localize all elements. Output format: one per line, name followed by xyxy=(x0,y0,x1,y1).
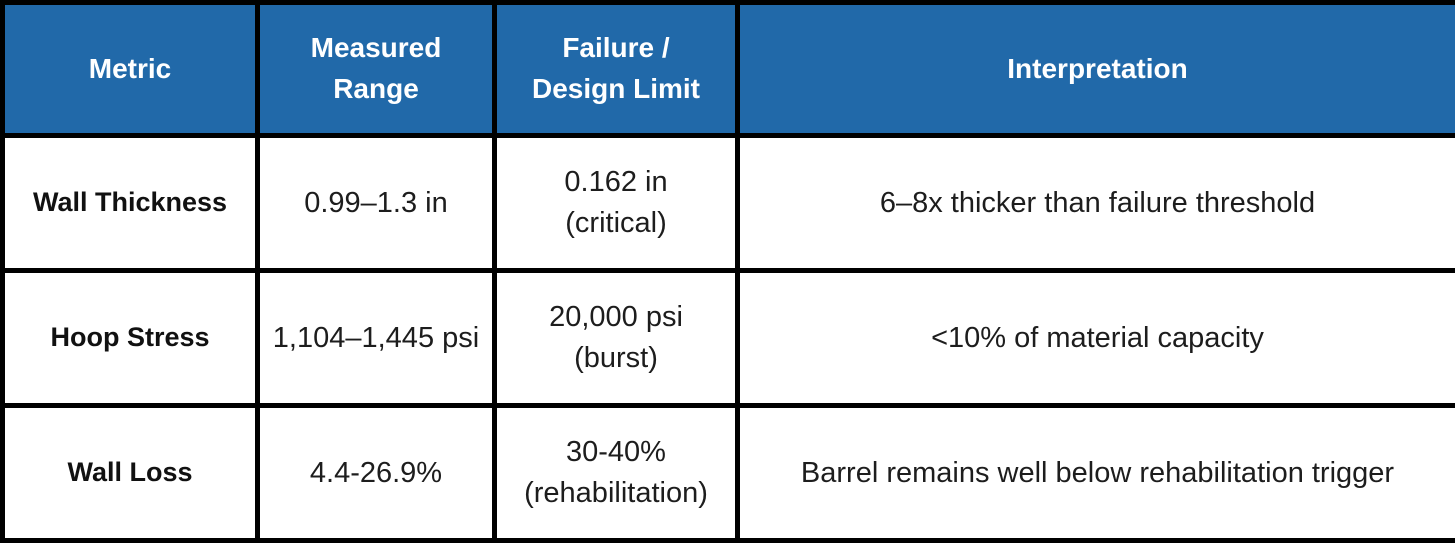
metric-cell: Hoop Stress xyxy=(3,271,258,406)
table-row-hoop-stress: Hoop Stress 1,104–1,445 psi 20,000 psi (… xyxy=(3,271,1455,406)
table-row-wall-thickness: Wall Thickness 0.99–1.3 in 0.162 in (cri… xyxy=(3,136,1455,271)
table-header-row: Metric Measured Range Failure / Design L… xyxy=(3,3,1455,136)
failure-limit-value: 0.162 in xyxy=(507,162,725,203)
measured-range-cell: 0.99–1.3 in xyxy=(258,136,495,271)
column-header-failure-design-limit: Failure / Design Limit xyxy=(495,3,738,136)
failure-limit-value: 30-40% xyxy=(507,432,725,473)
column-header-measured-range: Measured Range xyxy=(258,3,495,136)
column-header-interpretation: Interpretation xyxy=(738,3,1455,136)
interpretation-cell: 6–8x thicker than failure threshold xyxy=(738,136,1455,271)
interpretation-cell: <10% of material capacity xyxy=(738,271,1455,406)
column-header-metric: Metric xyxy=(3,3,258,136)
table-row-wall-loss: Wall Loss 4.4-26.9% 30-40% (rehabilitati… xyxy=(3,406,1455,541)
failure-limit-note: (critical) xyxy=(507,203,725,244)
failure-limit-value: 20,000 psi xyxy=(507,297,725,338)
failure-limit-cell: 0.162 in (critical) xyxy=(495,136,738,271)
measured-range-cell: 1,104–1,445 psi xyxy=(258,271,495,406)
measured-range-cell: 4.4-26.9% xyxy=(258,406,495,541)
metric-cell: Wall Thickness xyxy=(3,136,258,271)
interpretation-cell: Barrel remains well below rehabilitation… xyxy=(738,406,1455,541)
failure-limit-note: (burst) xyxy=(507,338,725,379)
metric-cell: Wall Loss xyxy=(3,406,258,541)
failure-limit-note: (rehabilitation) xyxy=(507,473,725,514)
failure-limit-cell: 30-40% (rehabilitation) xyxy=(495,406,738,541)
failure-limit-cell: 20,000 psi (burst) xyxy=(495,271,738,406)
